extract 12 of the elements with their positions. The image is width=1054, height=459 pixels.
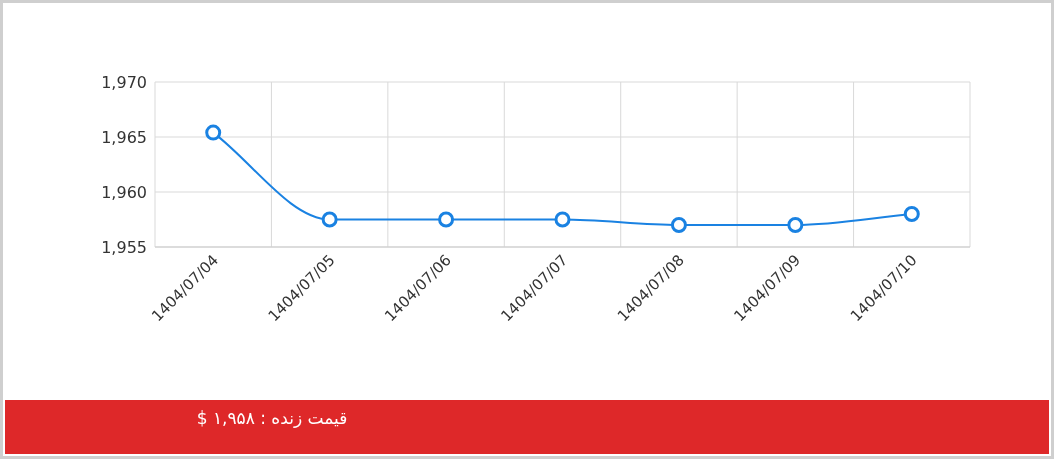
point (903, 206, 920, 222)
y-tick-label: 1,965 (101, 128, 147, 147)
footer: قیمت زنده : ۱,۹۵۸ $ (5, 400, 1049, 454)
point (554, 211, 571, 228)
point (321, 211, 338, 228)
point (787, 217, 804, 233)
point (205, 124, 222, 141)
y-tick-label: 1,955 (101, 238, 147, 257)
point (670, 217, 687, 233)
point (438, 211, 455, 228)
y-tick-label: 1,970 (101, 73, 147, 92)
y-tick-label: 1,960 (101, 183, 147, 202)
